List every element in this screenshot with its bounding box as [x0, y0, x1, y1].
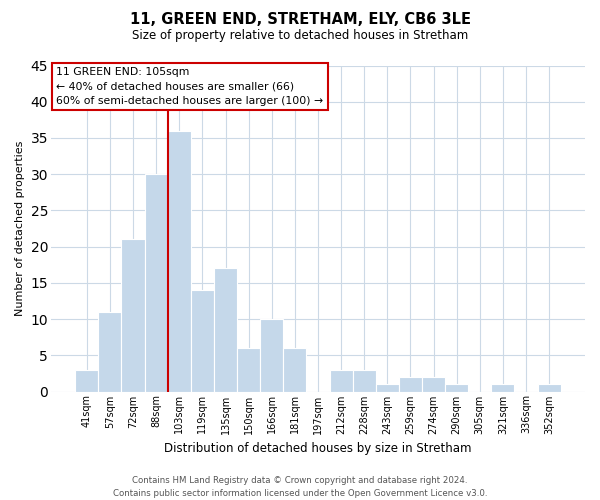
Bar	[376, 384, 399, 392]
Bar	[538, 384, 561, 392]
Text: Contains HM Land Registry data © Crown copyright and database right 2024.
Contai: Contains HM Land Registry data © Crown c…	[113, 476, 487, 498]
Bar	[283, 348, 307, 392]
Bar	[237, 348, 260, 392]
Bar	[353, 370, 376, 392]
Bar	[214, 268, 237, 392]
Bar	[145, 174, 168, 392]
Bar	[168, 130, 191, 392]
Bar	[98, 312, 121, 392]
X-axis label: Distribution of detached houses by size in Stretham: Distribution of detached houses by size …	[164, 442, 472, 455]
Text: 11, GREEN END, STRETHAM, ELY, CB6 3LE: 11, GREEN END, STRETHAM, ELY, CB6 3LE	[130, 12, 470, 28]
Bar	[260, 319, 283, 392]
Bar	[121, 240, 145, 392]
Bar	[491, 384, 514, 392]
Bar	[75, 370, 98, 392]
Bar	[399, 377, 422, 392]
Text: Size of property relative to detached houses in Stretham: Size of property relative to detached ho…	[132, 28, 468, 42]
Text: 11 GREEN END: 105sqm
← 40% of detached houses are smaller (66)
60% of semi-detac: 11 GREEN END: 105sqm ← 40% of detached h…	[56, 67, 323, 106]
Y-axis label: Number of detached properties: Number of detached properties	[15, 141, 25, 316]
Bar	[329, 370, 353, 392]
Bar	[422, 377, 445, 392]
Bar	[445, 384, 468, 392]
Bar	[191, 290, 214, 392]
